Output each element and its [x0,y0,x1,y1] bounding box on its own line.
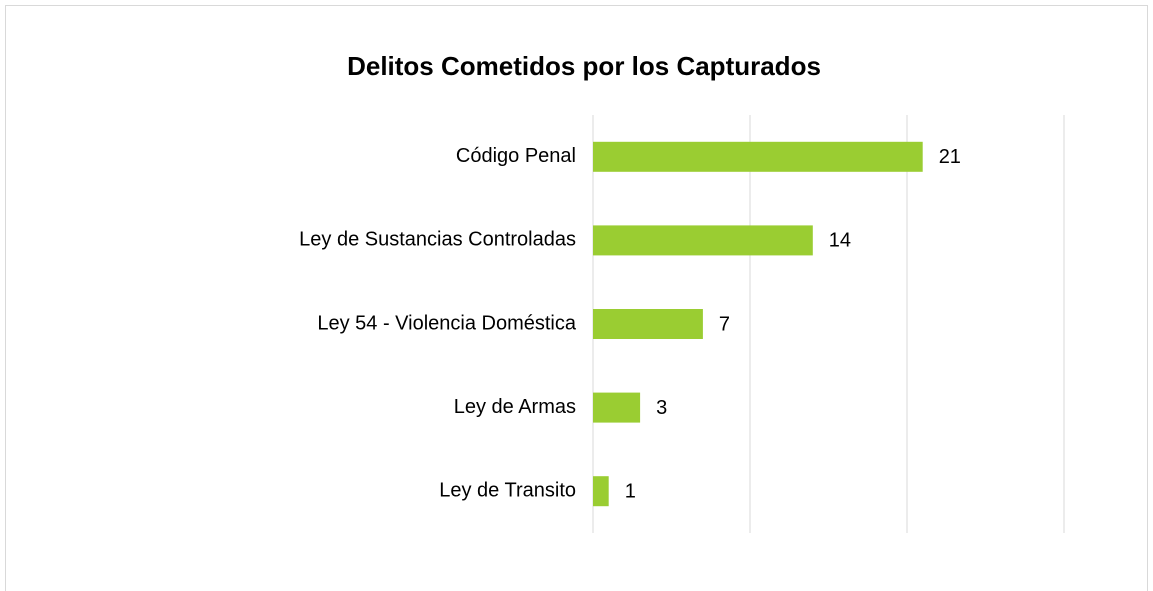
value-label: 1 [625,480,636,502]
bar [593,392,641,423]
chart-border [5,5,1148,591]
y-tick-label: Ley 54 - Violencia Doméstica [317,312,577,334]
bar [593,141,923,172]
value-label: 14 [829,230,851,252]
bar [593,309,703,339]
y-tick-label: Ley de Sustancias Controladas [299,229,576,251]
y-tick-label: Ley de Armas [454,396,576,418]
y-tick-label: Código Penal [456,145,576,167]
bar [593,476,609,507]
chart-title: Delitos Cometidos por los Capturados [347,51,821,81]
value-label: 7 [719,313,730,335]
value-label: 21 [939,146,961,168]
value-label: 3 [656,397,667,419]
bar [593,225,813,256]
y-tick-label: Ley de Transito [439,479,576,501]
